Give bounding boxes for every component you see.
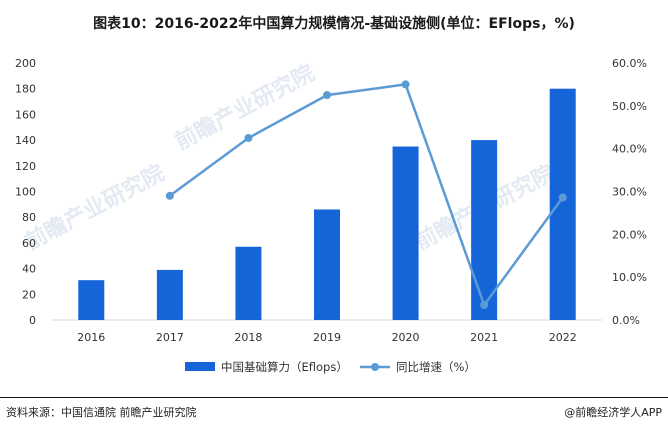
chart-title: 图表10：2016-2022年中国算力规模情况-基础设施侧(单位：EFlops，… bbox=[93, 16, 575, 32]
x-tick-label: 2018 bbox=[234, 331, 262, 344]
watermark-2: 前瞻产业研究院 bbox=[21, 160, 169, 255]
footer-divider bbox=[0, 397, 668, 398]
line-point bbox=[165, 191, 174, 200]
y-tick-label: 40 bbox=[22, 263, 36, 276]
legend-line-label: 同比增速（%） bbox=[396, 360, 476, 374]
line-point bbox=[244, 133, 253, 142]
bar bbox=[235, 246, 262, 320]
y-tick-label: 180 bbox=[15, 83, 36, 96]
bar-series bbox=[78, 88, 576, 320]
legend: 中国基础算力（Eflops） 同比增速（%） bbox=[185, 360, 476, 374]
legend-bar-label: 中国基础算力（Eflops） bbox=[221, 360, 348, 374]
brand-credit: @前瞻经济学人APP bbox=[564, 406, 662, 419]
y-tick-label: 160 bbox=[15, 108, 36, 121]
x-tick-label: 2022 bbox=[549, 331, 577, 344]
legend-bar-swatch bbox=[185, 362, 215, 371]
y-tick-label: 0 bbox=[29, 314, 36, 327]
line-point bbox=[558, 193, 567, 202]
y2-tick-label: 50.0% bbox=[612, 100, 647, 113]
y-tick-label: 120 bbox=[15, 160, 36, 173]
line-series bbox=[165, 80, 567, 310]
y-tick-label: 80 bbox=[22, 211, 36, 224]
chart: 前瞻产业研究院前瞻产业研究院前瞻产业研究院 020406080100120140… bbox=[15, 57, 647, 374]
bar bbox=[392, 146, 419, 320]
bar bbox=[549, 88, 576, 320]
line-point bbox=[480, 301, 489, 310]
x-tick-label: 2021 bbox=[470, 331, 498, 344]
x-tick-label: 2016 bbox=[77, 331, 105, 344]
bar bbox=[78, 280, 105, 320]
y-tick-label: 60 bbox=[22, 237, 36, 250]
line-point bbox=[323, 91, 331, 100]
line-point bbox=[401, 80, 410, 89]
y2-tick-label: 60.0% bbox=[612, 57, 647, 70]
y2-tick-label: 40.0% bbox=[612, 143, 647, 156]
x-tick-label: 2017 bbox=[156, 331, 184, 344]
x-tick-label: 2019 bbox=[313, 331, 341, 344]
y2-tick-label: 30.0% bbox=[612, 186, 647, 199]
y2-tick-label: 20.0% bbox=[612, 228, 647, 241]
bar bbox=[314, 209, 340, 320]
y2-tick-label: 0.0% bbox=[612, 314, 640, 327]
y-tick-label: 140 bbox=[15, 134, 36, 147]
series-line bbox=[169, 83, 564, 307]
y-tick-label: 20 bbox=[22, 288, 36, 301]
x-tick-label: 2020 bbox=[392, 331, 420, 344]
y2-tick-label: 10.0% bbox=[612, 271, 647, 284]
bar bbox=[156, 269, 183, 320]
source-note: 资料来源：中国信通院 前瞻产业研究院 bbox=[6, 406, 197, 419]
y-tick-label: 200 bbox=[15, 57, 36, 70]
bar bbox=[471, 140, 498, 320]
legend-line-marker bbox=[371, 363, 379, 371]
y-tick-label: 100 bbox=[15, 186, 36, 199]
